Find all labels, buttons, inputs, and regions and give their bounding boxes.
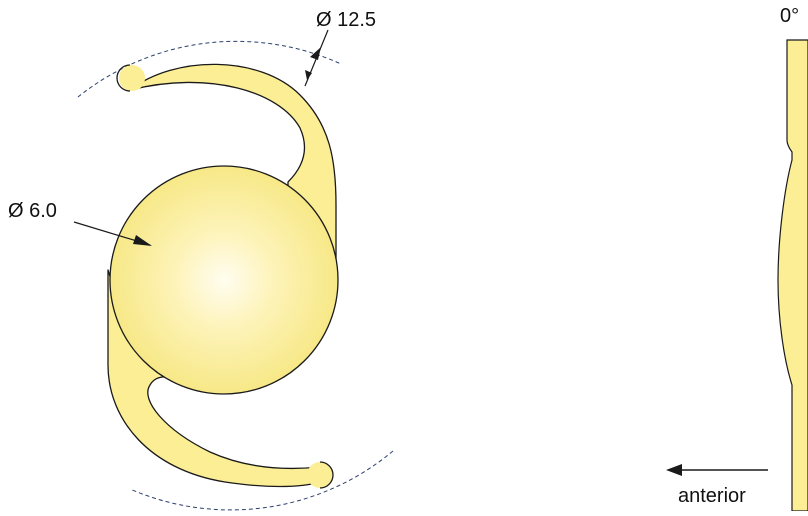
overall-diameter-label: Ø 12.5: [316, 9, 376, 31]
optic-diameter-label: Ø 6.0: [8, 200, 57, 222]
upper-haptic-tip: [119, 65, 145, 91]
overall-diameter-arrowhead-in: [305, 70, 312, 80]
overall-diameter-arrowhead-out: [310, 47, 321, 60]
upper-haptic-tip-outline: [116, 64, 131, 92]
anterior-label: anterior: [678, 485, 746, 507]
optic-diameter-arrowhead: [133, 235, 152, 246]
overall-diameter-arc-bottom: [129, 450, 394, 511]
haptic-angle-label: 0°: [780, 5, 799, 27]
overall-diameter-arc-top: [77, 40, 342, 98]
anterior-arrowhead: [666, 464, 682, 476]
lower-haptic-tip: [307, 462, 333, 488]
lower-haptic-tip-outline: [319, 461, 334, 489]
lens-side-profile: [777, 39, 808, 512]
optic: [109, 165, 339, 395]
